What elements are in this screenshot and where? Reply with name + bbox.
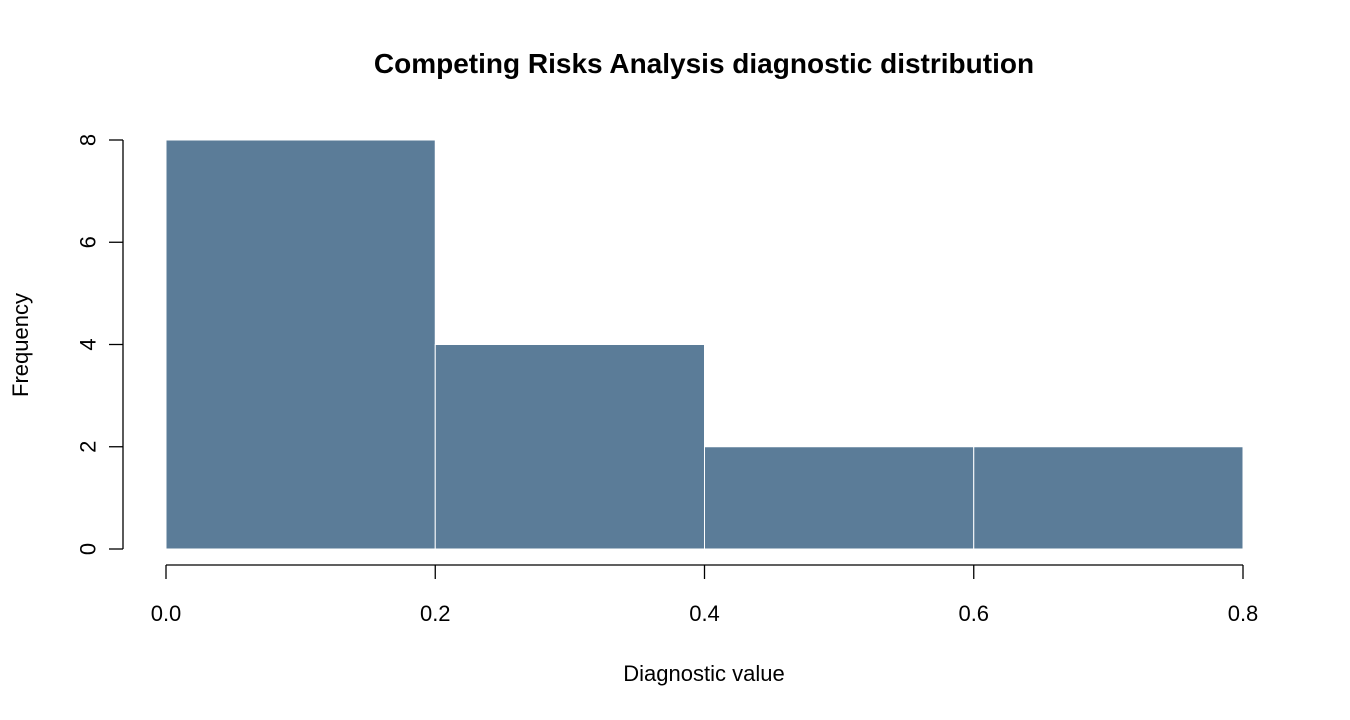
x-tick-label-4: 0.8 [1228, 601, 1259, 626]
x-tick-label-1: 0.2 [420, 601, 451, 626]
chart-title: Competing Risks Analysis diagnostic dist… [374, 48, 1034, 79]
y-tick-label-1: 2 [76, 441, 101, 453]
histogram-bar-3 [973, 446, 1244, 550]
histogram-bar-0 [165, 139, 436, 550]
y-axis-label: Frequency [8, 293, 33, 397]
y-tick-label-2: 4 [76, 338, 101, 350]
y-tick-label-0: 0 [76, 543, 101, 555]
y-tick-label-4: 8 [76, 134, 101, 146]
bars-group [165, 139, 1244, 550]
x-axis: 0.0 0.2 0.4 0.6 0.8 [151, 564, 1259, 626]
y-tick-label-3: 6 [76, 236, 101, 248]
histogram-bar-1 [434, 344, 705, 550]
x-tick-label-3: 0.6 [958, 601, 989, 626]
histogram-bar-2 [704, 446, 975, 550]
x-tick-label-0: 0.0 [151, 601, 182, 626]
x-axis-label: Diagnostic value [623, 661, 784, 686]
x-tick-label-2: 0.4 [689, 601, 720, 626]
y-axis: 0 2 4 6 8 [76, 134, 124, 555]
